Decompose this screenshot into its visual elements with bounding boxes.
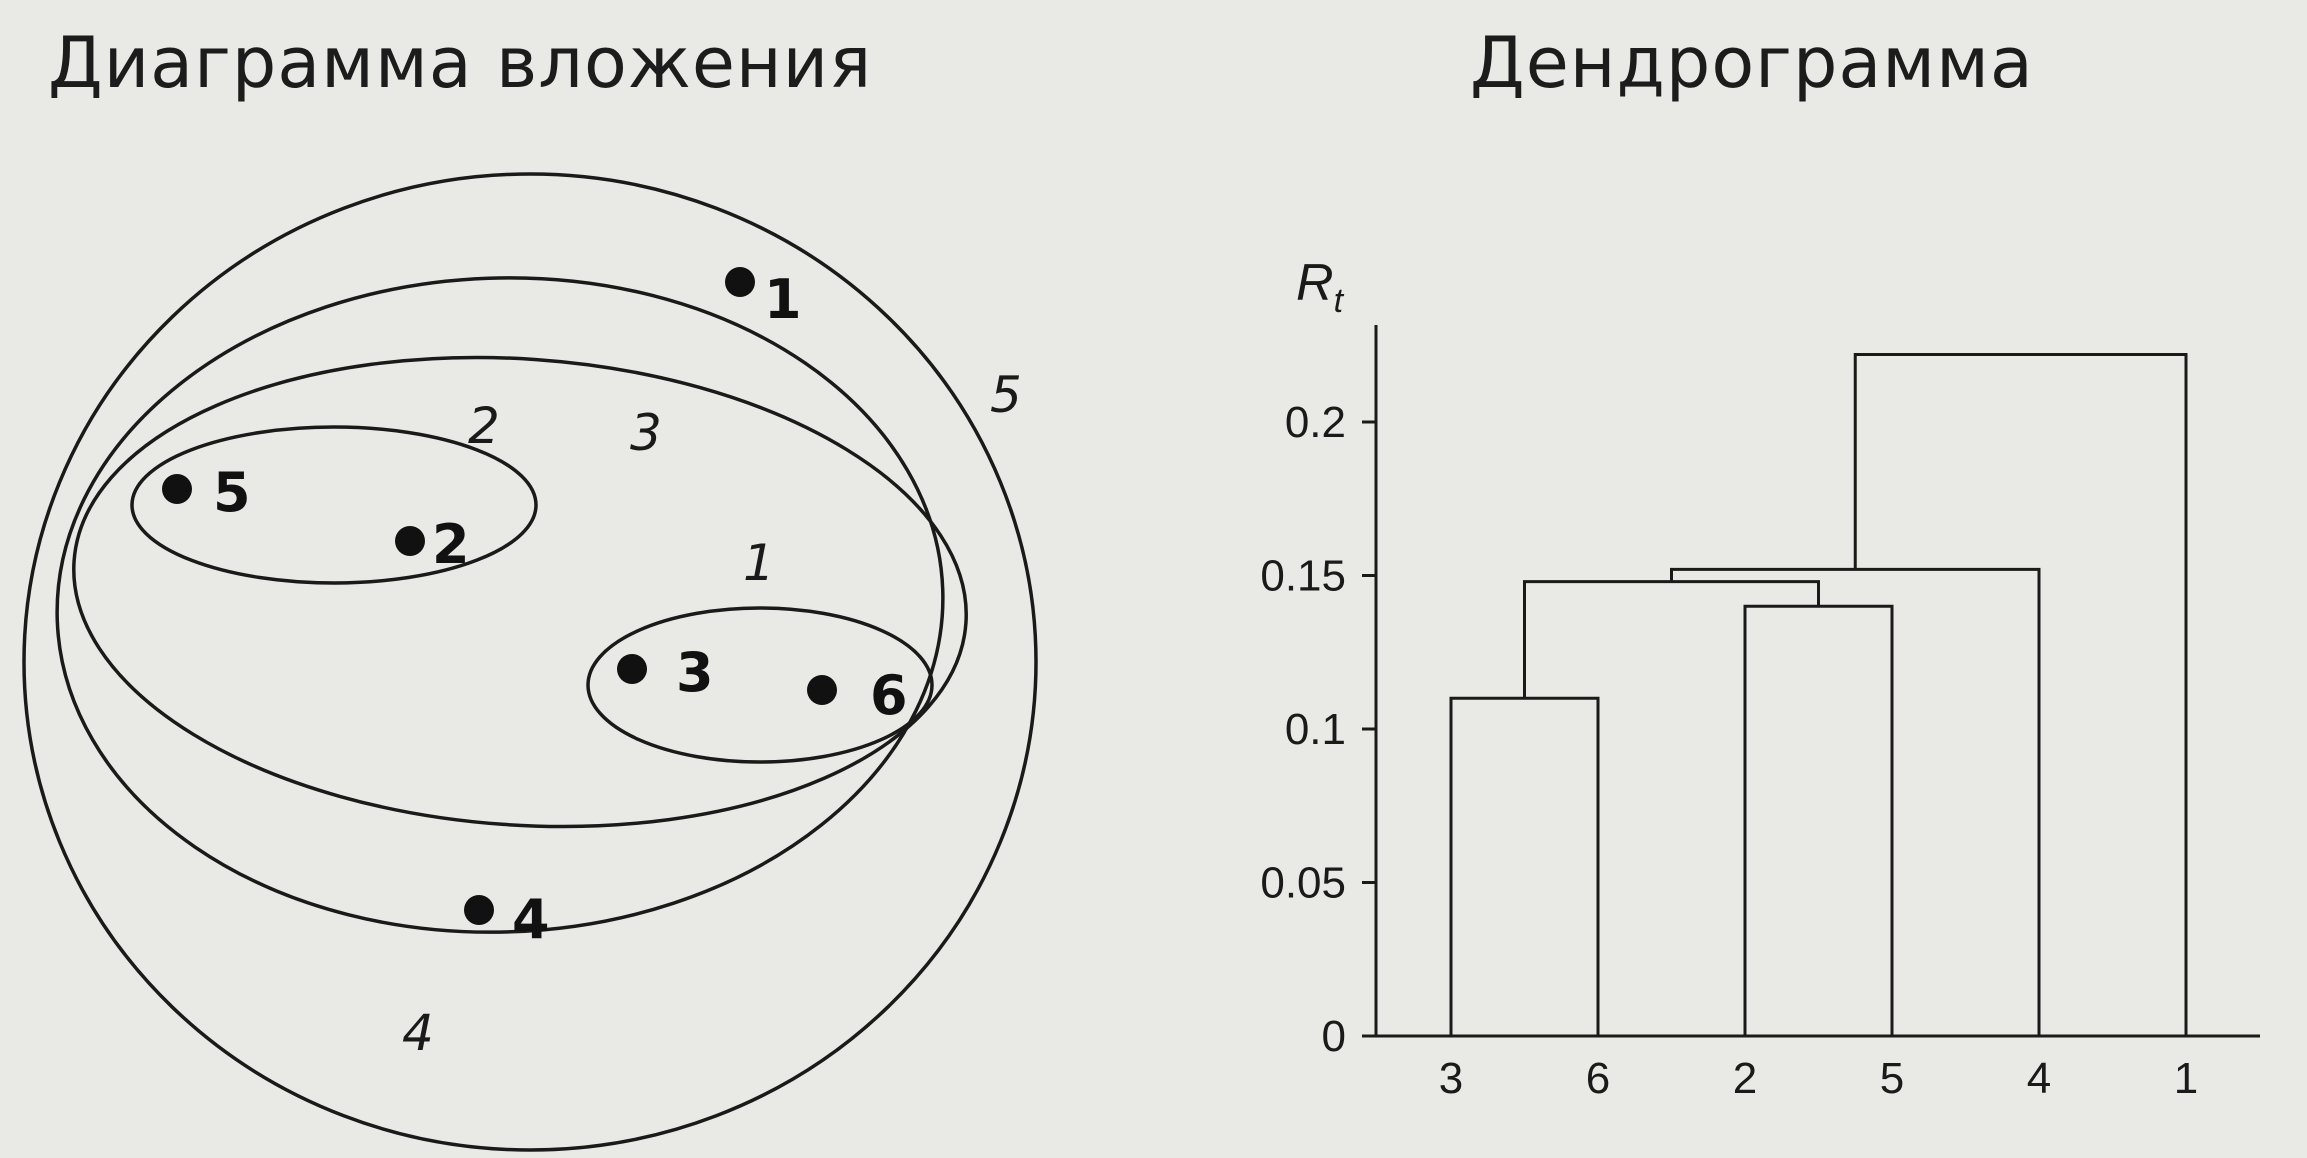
point-5-dot	[162, 474, 192, 504]
inclusion-diagram-title: Диаграмма вложения	[48, 22, 873, 104]
y-tick-label: 0.1	[1285, 705, 1346, 754]
set-4-ellipse	[55, 276, 945, 934]
point-3-dot	[617, 654, 647, 684]
point-2-dot	[395, 526, 425, 556]
set-labels: 2 3 1 5 4	[402, 366, 1022, 1062]
set-label-4: 4	[402, 1004, 434, 1062]
dendrogram-link	[1853, 352, 2188, 1036]
inclusion-diagram: 2 3 1 5 4 1 5 2 3 6 4	[22, 172, 1038, 1152]
x-ticks: 3 6 2 5 4 1	[1439, 1054, 2198, 1103]
x-tick-label: 4	[2027, 1054, 2051, 1103]
set-label-2: 2	[468, 397, 500, 455]
point-4-label: 4	[512, 888, 550, 951]
x-tick-label: 6	[1586, 1054, 1610, 1103]
x-tick-label: 3	[1439, 1054, 1463, 1103]
dendrogram-link	[1670, 567, 2041, 1036]
set-label-3: 3	[630, 404, 662, 462]
y-axis-title: Rt	[1296, 254, 1345, 320]
dendrogram-title: Дендрограмма	[1470, 22, 2034, 104]
point-6-dot	[807, 675, 837, 705]
set-5-ellipse	[22, 172, 1038, 1152]
dendrogram-link	[1449, 696, 1600, 1036]
set-1-ellipse	[586, 606, 934, 764]
x-tick-label: 1	[2174, 1054, 2198, 1103]
set-3-ellipse	[72, 355, 968, 829]
point-6-label: 6	[870, 664, 908, 727]
point-1-dot	[725, 267, 755, 297]
dendrogram: Rt 0 0.05 0.1 0.15 0.2 3 6 2 5 4 1	[1260, 254, 2260, 1103]
data-points: 1 5 2 3 6 4	[162, 267, 908, 951]
dendrogram-link	[1523, 580, 1820, 699]
dendrogram-link	[1743, 604, 1894, 1036]
x-tick-label: 2	[1733, 1054, 1757, 1103]
set-label-5: 5	[990, 366, 1022, 424]
point-3-label: 3	[676, 641, 714, 704]
y-tick-label: 0.15	[1260, 552, 1346, 601]
dendrogram-links	[1449, 352, 2188, 1036]
set-2-ellipse	[130, 425, 538, 585]
point-4-dot	[464, 895, 494, 925]
y-ticks: 0 0.05 0.1 0.15 0.2	[1260, 398, 1376, 1061]
y-tick-label: 0.05	[1260, 859, 1346, 908]
set-label-1: 1	[743, 534, 775, 592]
x-tick-label: 5	[1880, 1054, 1904, 1103]
point-5-label: 5	[213, 461, 251, 524]
point-2-label: 2	[432, 513, 470, 576]
y-tick-label: 0	[1322, 1012, 1346, 1061]
y-tick-label: 0.2	[1285, 398, 1346, 447]
point-1-label: 1	[764, 268, 802, 331]
